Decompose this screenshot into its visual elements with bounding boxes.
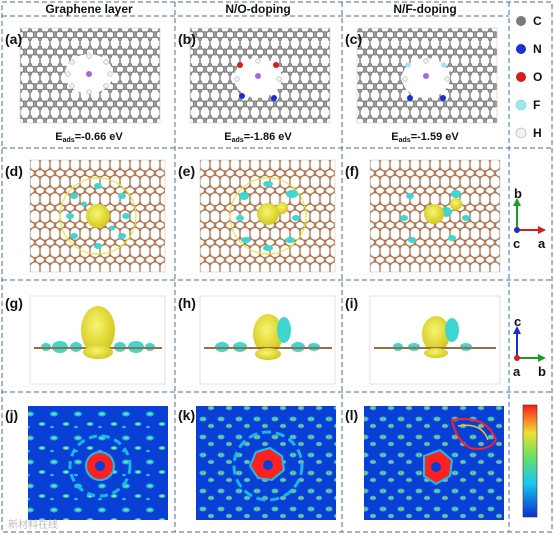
contour-map-l	[364, 406, 504, 520]
panel-label-b: (b)	[178, 31, 196, 47]
panel-label-j: (j)	[5, 407, 18, 423]
contour-map-j	[28, 406, 168, 520]
axis-label-origin-side: a	[513, 364, 521, 379]
legend-label-n: N	[533, 42, 542, 56]
adsorbate-atom	[86, 71, 92, 77]
axis-label-right-top: a	[538, 236, 546, 251]
legend-swatch-o	[516, 72, 526, 82]
panel-label-h: (h)	[178, 295, 196, 311]
contour-color-bar	[522, 404, 538, 518]
charge-density-top-e	[199, 159, 336, 273]
structure-panel-b	[189, 27, 331, 124]
column-title-graphene: Graphene layer	[45, 2, 133, 16]
axis-triad-side: c a b	[513, 314, 546, 379]
panel-label-c: (c)	[345, 31, 362, 47]
energy-label-a: Eads=-0.66 eV	[55, 131, 123, 144]
legend-label-o: O	[533, 70, 542, 84]
axis-label-up-top: b	[514, 186, 522, 201]
panel-label-f: (f)	[345, 163, 359, 179]
structure-panel-a	[19, 27, 161, 124]
charge-density-side-i	[369, 295, 501, 385]
column-title-nf-doping: N/F-doping	[393, 2, 456, 16]
panel-label-k: (k)	[178, 407, 195, 423]
legend-swatch-c	[516, 16, 526, 26]
atom-legend: C N O F H	[515, 14, 542, 140]
panel-label-d: (d)	[5, 163, 23, 179]
charge-density-side-h	[199, 295, 336, 385]
panel-label-i: (i)	[345, 295, 358, 311]
contour-map-k	[196, 406, 336, 520]
charge-density-top-d	[29, 159, 166, 273]
panel-label-a: (a)	[5, 31, 22, 47]
axis-label-up-side: c	[514, 314, 521, 329]
legend-swatch-h	[515, 127, 527, 139]
panel-label-l: (l)	[345, 407, 358, 423]
legend-swatch-n	[516, 44, 526, 54]
legend-swatch-f	[515, 99, 527, 111]
panel-label-e: (e)	[178, 163, 195, 179]
charge-density-top-f	[369, 159, 501, 273]
watermark: 新材料在线	[8, 518, 58, 531]
structure-panel-c	[356, 27, 498, 124]
legend-label-h: H	[533, 126, 542, 140]
charge-density-side-g	[29, 295, 166, 385]
column-title-no-doping: N/O-doping	[225, 2, 290, 16]
energy-label-c: Eads=-1.59 eV	[391, 131, 459, 144]
energy-label-b: Eads=-1.86 eV	[224, 131, 292, 144]
panel-label-g: (g)	[5, 295, 23, 311]
axis-triad-top: b c a	[513, 186, 546, 251]
legend-label-f: F	[533, 98, 540, 112]
legend-label-c: C	[533, 14, 542, 28]
axis-label-right-side: b	[538, 364, 546, 379]
axis-label-origin-top: c	[513, 236, 520, 251]
